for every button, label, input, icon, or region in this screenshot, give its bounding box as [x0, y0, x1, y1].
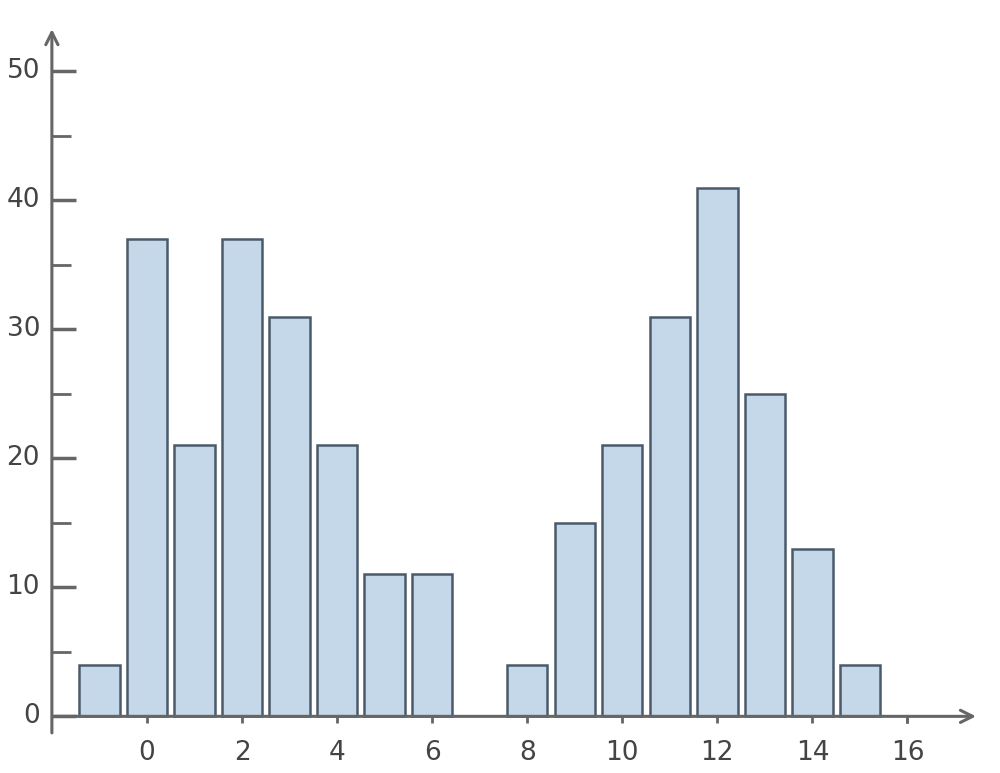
Bar [317, 445, 357, 717]
Bar [222, 239, 262, 717]
Text: 4: 4 [329, 740, 345, 765]
Bar [364, 574, 405, 717]
Bar [697, 188, 738, 717]
Bar [269, 316, 310, 717]
Text: 12: 12 [701, 740, 734, 765]
Text: 10: 10 [7, 574, 40, 601]
Text: 6: 6 [424, 740, 441, 765]
Bar [650, 316, 690, 717]
Text: 16: 16 [891, 740, 924, 765]
Bar [127, 239, 167, 717]
Text: 2: 2 [234, 740, 250, 765]
Bar [79, 665, 120, 717]
Text: 8: 8 [519, 740, 536, 765]
Bar [602, 445, 642, 717]
Bar [792, 549, 833, 717]
Text: 10: 10 [606, 740, 639, 765]
Bar [174, 445, 215, 717]
Text: 20: 20 [7, 445, 40, 472]
Text: 30: 30 [7, 316, 40, 342]
Text: 0: 0 [23, 703, 40, 730]
Text: 14: 14 [796, 740, 829, 765]
Bar [840, 665, 880, 717]
Text: 40: 40 [7, 187, 40, 213]
Bar [555, 523, 595, 717]
Text: 0: 0 [139, 740, 155, 765]
Text: 50: 50 [7, 59, 40, 84]
Bar [412, 574, 452, 717]
Bar [507, 665, 547, 717]
Bar [745, 394, 785, 717]
